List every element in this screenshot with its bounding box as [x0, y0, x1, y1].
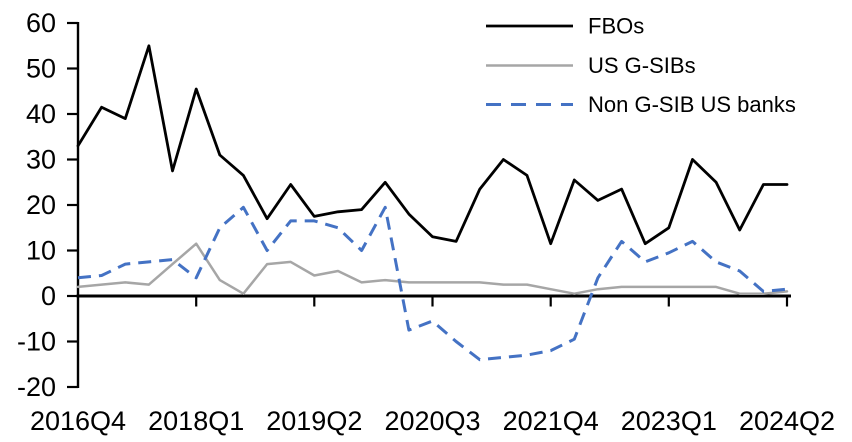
series-line-non-gsib-banks [77, 205, 788, 362]
x-tick-label: 2021Q4 [503, 406, 599, 436]
y-tick-label: 0 [41, 281, 56, 311]
legend-item-non-gsib-banks: Non G-SIB US banks [486, 92, 796, 117]
axes [67, 21, 791, 389]
legend-label-non-gsib-banks: Non G-SIB US banks [588, 92, 796, 117]
y-axis-labels: 60 50 40 30 20 10 0 -10 -20 [17, 8, 56, 402]
series-line-us-gsibs [76, 242, 789, 295]
y-tick-label: 10 [26, 236, 56, 266]
series-lines [76, 44, 789, 362]
x-tick-label: 2024Q2 [739, 406, 835, 436]
legend-item-us-gsibs: US G-SIBs [486, 53, 696, 78]
x-tick-label: 2019Q2 [266, 406, 362, 436]
x-tick-label: 2023Q1 [621, 406, 717, 436]
y-tick-label: -10 [17, 327, 56, 357]
y-tick-label: 20 [26, 190, 56, 220]
y-tick-label: 30 [26, 145, 56, 175]
x-tick-label: 2020Q3 [384, 406, 480, 436]
series-line-fbos [76, 44, 789, 246]
legend-label-us-gsibs: US G-SIBs [588, 53, 696, 78]
legend-item-fbos: FBOs [486, 14, 644, 39]
x-tick-label: 2016Q4 [30, 406, 126, 436]
y-tick-label: 60 [26, 8, 56, 38]
x-axis-labels: 2016Q4 2018Q1 2019Q2 2020Q3 2021Q4 2023Q… [30, 406, 835, 436]
y-tick-label: -20 [17, 372, 56, 402]
x-tick-label: 2018Q1 [148, 406, 244, 436]
legend: FBOs US G-SIBs Non G-SIB US banks [486, 14, 796, 117]
y-tick-label: 40 [26, 99, 56, 129]
y-tick-label: 50 [26, 54, 56, 84]
legend-label-fbos: FBOs [588, 14, 644, 39]
